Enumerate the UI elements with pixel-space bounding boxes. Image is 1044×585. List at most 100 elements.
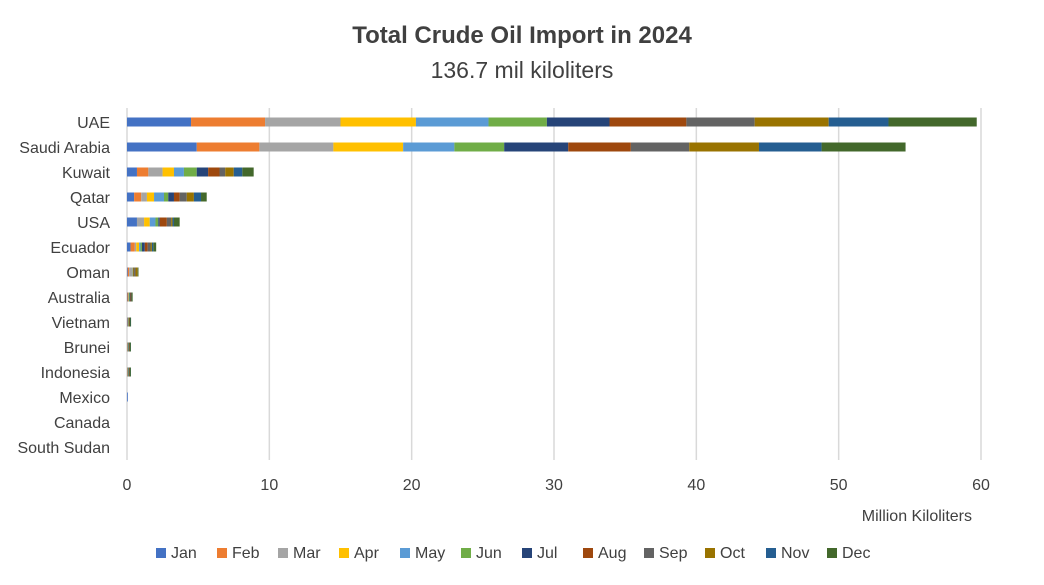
bar-segment [127, 142, 197, 152]
bar-segment [153, 242, 157, 252]
bar-segment [686, 117, 755, 127]
bar-segment [130, 342, 131, 352]
bar-segment [131, 292, 133, 302]
bar-segment [154, 192, 165, 202]
legend-swatch [156, 548, 166, 558]
bar-segment [488, 117, 547, 127]
bar-segment [134, 267, 136, 277]
legend-swatch [400, 548, 410, 558]
legend-label: Jun [476, 545, 502, 562]
legend-label: Nov [781, 545, 809, 562]
x-tick-label: 20 [403, 477, 421, 494]
category-labels: UAE Saudi Arabia Kuwait Qatar USA Ecuador Oman… [17, 115, 110, 457]
bar-segment [193, 192, 202, 202]
bar-segment [127, 217, 137, 227]
bar-segment [208, 167, 220, 177]
bar-segment [129, 292, 131, 302]
category-label: Canada [54, 415, 110, 432]
legend-swatch [583, 548, 593, 558]
category-label: South Sudan [17, 440, 110, 457]
bar-segment [132, 267, 134, 277]
bar-segment [754, 117, 829, 127]
category-label: Saudi Arabia [19, 140, 110, 157]
bar-segment [130, 242, 135, 252]
bar-segment [201, 192, 207, 202]
bar-segment [127, 167, 137, 177]
category-label: Brunei [64, 340, 110, 357]
bar-segment [134, 192, 142, 202]
bar-segment [155, 217, 159, 227]
bar-segment [546, 117, 610, 127]
bar-segment [130, 317, 132, 327]
bar-segment [609, 117, 687, 127]
bar-segment [568, 142, 631, 152]
bar-segment [173, 217, 180, 227]
bars [127, 117, 977, 402]
bar-segment [159, 217, 167, 227]
bar-segment [127, 292, 129, 302]
bar-segment [162, 167, 174, 177]
bar-segment [128, 292, 130, 302]
legend-label: Apr [354, 545, 380, 562]
bar-segment [144, 217, 150, 227]
bar-segment [134, 242, 137, 252]
x-tick-label: 60 [972, 477, 990, 494]
bar-segment [758, 142, 822, 152]
bar-segment [504, 142, 569, 152]
legend-swatch [644, 548, 654, 558]
bar-segment [128, 292, 130, 302]
bar-segment [164, 192, 169, 202]
bar-segment [828, 117, 889, 127]
legend-swatch [278, 548, 288, 558]
bar-segment [171, 217, 173, 227]
bar-segment [130, 292, 132, 302]
bar-segment [333, 142, 404, 152]
bar-segment [141, 242, 145, 252]
bar-segment [233, 167, 243, 177]
bar-segment [196, 167, 209, 177]
x-tick-label: 50 [830, 477, 848, 494]
bar-segment [265, 117, 341, 127]
bar-segment [186, 192, 194, 202]
bar-segment [127, 117, 192, 127]
bar-segment [127, 267, 128, 277]
bar-segment [130, 292, 132, 302]
legend-label: Aug [598, 545, 626, 562]
bar-segment [129, 292, 131, 302]
legend: Jan Feb Mar Apr May Jun Jul Aug Sep Oct Nov Dec [156, 545, 870, 562]
category-label: Qatar [70, 190, 111, 207]
category-label: UAE [77, 115, 110, 132]
category-label: Vietnam [52, 315, 110, 332]
bar-segment [148, 167, 163, 177]
bar-segment [151, 242, 154, 252]
bar-segment [689, 142, 759, 152]
x-tick-label: 0 [123, 477, 132, 494]
bar-segment [340, 117, 416, 127]
bar-segment [127, 292, 129, 302]
bar-segment [196, 142, 260, 152]
bar-segment [259, 142, 334, 152]
legend-swatch [827, 548, 837, 558]
bar-segment [135, 267, 138, 277]
bar-segment [127, 242, 131, 252]
bar-segment [127, 392, 128, 402]
bar-segment [136, 217, 145, 227]
legend-label: May [415, 545, 445, 562]
legend-label: Jan [171, 545, 197, 562]
legend-swatch [461, 548, 471, 558]
legend-label: Jul [537, 545, 557, 562]
bar-segment [158, 217, 160, 227]
bar-segment [150, 242, 152, 252]
bar-segment [127, 317, 128, 327]
legend-swatch [766, 548, 776, 558]
bar-segment [168, 192, 174, 202]
bar-segment [179, 192, 187, 202]
bar-segment [225, 167, 234, 177]
bar-segment [131, 292, 133, 302]
x-tick-label: 30 [545, 477, 563, 494]
chart-subtitle: 136.7 mil kiloliters [431, 57, 614, 83]
bar-segment [133, 267, 135, 277]
bar-segment [454, 142, 505, 152]
bar-segment [130, 292, 131, 302]
